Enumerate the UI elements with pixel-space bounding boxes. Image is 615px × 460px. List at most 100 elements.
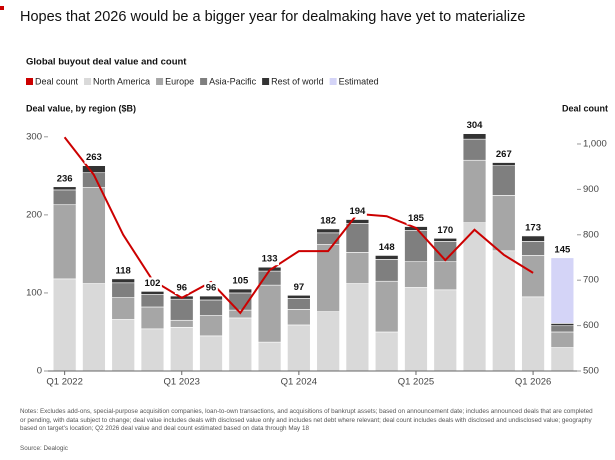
bar-segment [140, 306, 165, 330]
total-label: 185 [408, 213, 425, 224]
bar-segment [550, 347, 575, 372]
bar-segment [199, 315, 223, 337]
bar-segment [492, 165, 516, 196]
legend-swatch [84, 78, 92, 85]
bar-segment [199, 299, 223, 316]
y2-tick-label: 1,000 [583, 138, 607, 149]
total-label-bg [114, 264, 133, 277]
total-label-bg [55, 172, 75, 185]
x-tick-label: Q1 2026 [515, 377, 551, 388]
bar-segment [52, 189, 77, 206]
legend-label: North America [93, 76, 150, 86]
bar-segment [345, 223, 370, 253]
chart-subtitle: Global buyout deal value and count [26, 57, 187, 68]
total-label-bg [406, 212, 426, 225]
bar-segment [287, 298, 311, 310]
bar-segment [521, 296, 545, 372]
bar-segment [550, 325, 575, 333]
bar-segment [345, 219, 370, 224]
total-label: 173 [525, 222, 541, 233]
bar-segment [52, 186, 77, 191]
y-tick-label: 100 [26, 287, 42, 298]
total-label-bg [377, 241, 397, 254]
bar-segment [316, 232, 340, 245]
bar-segment [521, 241, 545, 256]
total-label: 105 [232, 276, 249, 287]
bar-segment [170, 298, 194, 321]
y-tick-label: 200 [26, 209, 42, 220]
bar-segment [52, 278, 77, 372]
brand-mark [0, 6, 4, 10]
bar-segment [433, 261, 457, 291]
total-label: 102 [145, 278, 161, 289]
source: Source: Dealogic [20, 445, 68, 452]
legend-label: Europe [165, 76, 194, 86]
bar-segment [492, 250, 516, 372]
bar-segment [82, 283, 106, 372]
bar-segment [521, 235, 545, 242]
bar-segment [316, 244, 340, 312]
bar-segment [199, 335, 223, 372]
legend-label: Rest of world [271, 76, 324, 86]
y2-tick-label: 600 [583, 320, 599, 331]
total-label-bg [552, 243, 572, 256]
legend-label: Asia-Pacific [209, 76, 257, 86]
total-label: 267 [496, 149, 512, 160]
legend-swatch [26, 78, 33, 85]
total-label: 145 [554, 244, 571, 255]
bar-segment [404, 230, 428, 263]
bar-segment [433, 289, 457, 372]
bar-segment [345, 283, 370, 372]
bar-segment [111, 319, 135, 372]
total-label: 96 [206, 283, 217, 294]
bar-segment [287, 309, 311, 326]
bar-segment [316, 228, 340, 234]
bar-segment [111, 282, 135, 298]
bar-segment [550, 257, 575, 324]
bar-segment [140, 294, 165, 308]
legend-swatch [156, 78, 164, 85]
bar-segment [374, 255, 399, 260]
bar-segment [374, 280, 399, 333]
bar-segment [140, 291, 165, 295]
bar-segment [404, 287, 428, 372]
y2-tick-label: 500 [583, 366, 599, 377]
total-label: 118 [116, 265, 131, 276]
x-tick-label: Q1 2024 [281, 377, 317, 388]
total-label-bg [143, 277, 162, 290]
x-tick-label: Q1 2025 [398, 377, 434, 388]
bar-segment [462, 159, 487, 223]
y2-tick-label: 800 [583, 229, 599, 240]
total-label-bg [523, 221, 543, 234]
total-label: 236 [57, 173, 73, 184]
bar-segment [550, 323, 575, 327]
legend-swatch [329, 78, 337, 85]
bar-segment [287, 294, 311, 299]
legend-label: Deal count [35, 76, 79, 86]
total-label: 96 [176, 283, 187, 294]
total-label: 263 [86, 152, 102, 163]
bar-segment [433, 237, 457, 242]
bar-segment [345, 252, 370, 284]
x-tick-label: Q1 2023 [164, 377, 200, 388]
total-label-bg [230, 275, 250, 288]
total-label-bg [318, 214, 338, 227]
legend-swatch [262, 78, 270, 85]
total-label: 170 [437, 225, 453, 236]
bar-segment [462, 138, 487, 161]
total-label-bg [292, 281, 306, 294]
x-tick-label: Q1 2022 [46, 377, 82, 388]
chart: Hopes that 2026 would be a bigger year f… [0, 6, 608, 388]
legend-swatch [200, 78, 208, 85]
bar-segment [316, 311, 340, 372]
total-label: 133 [262, 254, 278, 265]
bar-segment [52, 204, 77, 280]
bar-segment [228, 317, 253, 372]
total-label-bg [260, 253, 280, 266]
bar-segment [462, 222, 487, 372]
total-label-bg [204, 282, 218, 295]
y2-tick-label: 700 [583, 275, 599, 286]
legend-label: Estimated [339, 76, 379, 86]
bar-segment [492, 162, 516, 166]
